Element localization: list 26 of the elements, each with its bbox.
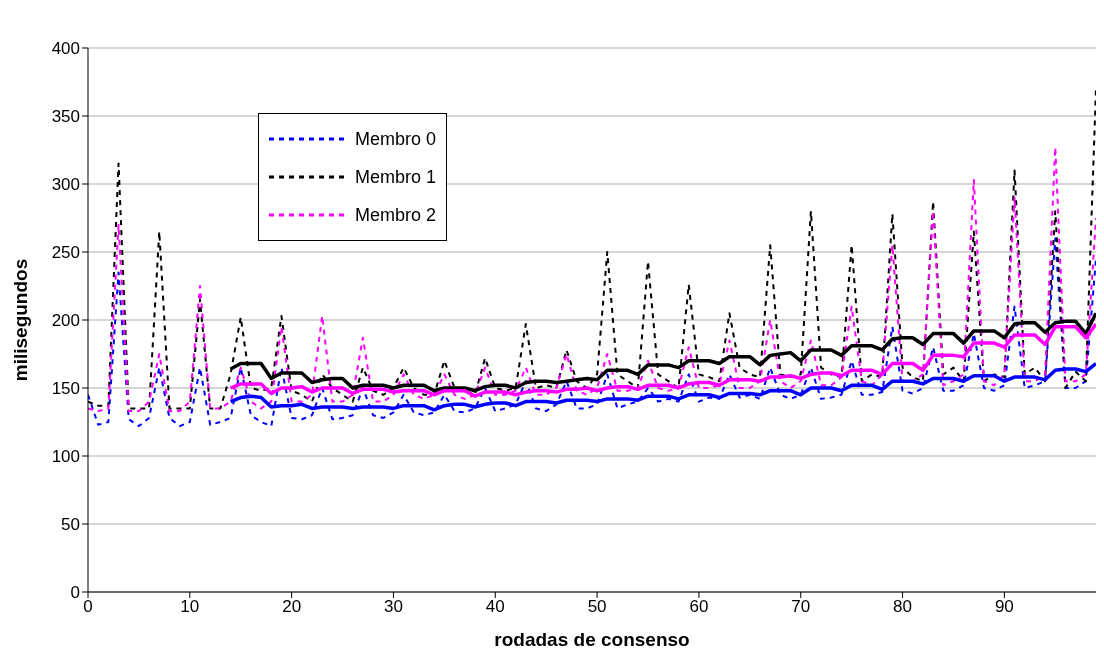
y-tick-label: 400 bbox=[51, 39, 80, 59]
x-tick-label: 40 bbox=[485, 597, 505, 617]
line-series bbox=[88, 146, 1096, 413]
x-tick-label: 70 bbox=[791, 597, 811, 617]
legend-label: Membro 2 bbox=[355, 204, 437, 226]
y-tick-label: 150 bbox=[51, 379, 80, 399]
y-tick-label: 200 bbox=[51, 311, 80, 331]
y-tick-label: 50 bbox=[61, 515, 80, 535]
x-tick-label: 20 bbox=[282, 597, 302, 617]
x-tick-label: 30 bbox=[383, 597, 403, 617]
y-tick-label: 350 bbox=[51, 107, 80, 127]
y-tick-label: 0 bbox=[70, 583, 80, 603]
x-tick-label: 90 bbox=[994, 597, 1014, 617]
legend-label: Membro 0 bbox=[355, 128, 437, 150]
x-tick-label: 10 bbox=[180, 597, 200, 617]
y-axis-title: milisegundos bbox=[9, 258, 31, 382]
y-tick-label: 250 bbox=[51, 243, 80, 263]
x-axis-title: rodadas de consenso bbox=[494, 629, 690, 650]
y-tick-label: 100 bbox=[51, 447, 80, 467]
x-tick-label: 60 bbox=[689, 597, 709, 617]
x-tick-label: 0 bbox=[83, 597, 93, 617]
x-tick-label: 50 bbox=[587, 597, 607, 617]
x-tick-label: 80 bbox=[893, 597, 913, 617]
legend-label: Membro 1 bbox=[355, 166, 437, 188]
y-tick-label: 300 bbox=[51, 175, 80, 195]
line-series bbox=[88, 237, 1096, 428]
